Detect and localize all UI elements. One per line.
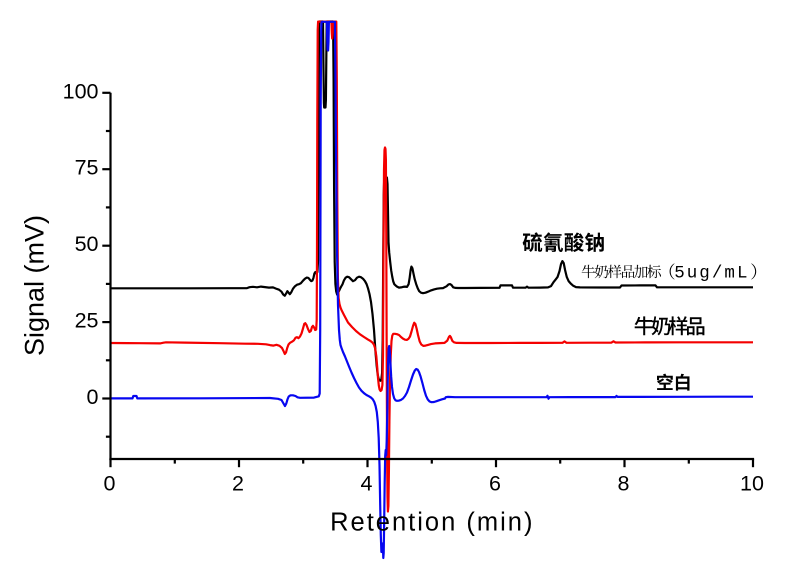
svg-text:75: 75 xyxy=(75,156,99,180)
svg-text:8: 8 xyxy=(618,472,630,496)
svg-text:100: 100 xyxy=(63,79,99,103)
svg-text:5ug/mL: 5ug/mL xyxy=(674,263,749,283)
svg-text:Retention (min): Retention (min) xyxy=(330,509,534,537)
svg-text:Signal (mV): Signal (mV) xyxy=(20,215,50,356)
svg-text:4: 4 xyxy=(361,472,373,496)
svg-text:25: 25 xyxy=(75,309,99,333)
svg-text:0: 0 xyxy=(87,385,99,409)
svg-text:6: 6 xyxy=(489,472,501,496)
svg-text:10: 10 xyxy=(740,472,764,496)
svg-text:0: 0 xyxy=(104,472,116,496)
svg-text:50: 50 xyxy=(75,232,99,256)
svg-text:2: 2 xyxy=(232,472,244,496)
